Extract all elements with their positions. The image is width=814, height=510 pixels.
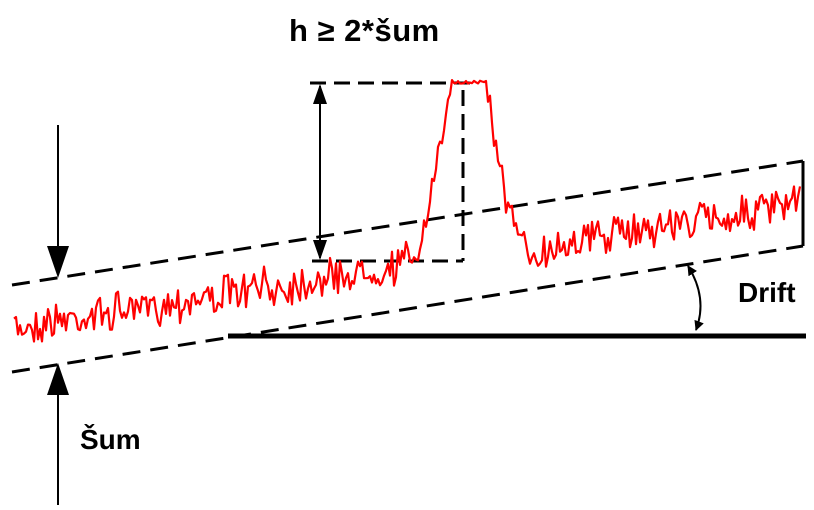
noise-band-lower: [11, 244, 804, 374]
noise-band-upper: [11, 159, 804, 287]
noise-arrow-head-bottom: [47, 363, 69, 395]
height-arrow-head-bottom: [313, 240, 327, 260]
noise-arrow-head-top: [47, 246, 69, 278]
noise-label: Šum: [80, 424, 141, 455]
drift-label: Drift: [738, 277, 796, 308]
height-arrow-head-top: [313, 84, 327, 104]
signal-trace: [13, 78, 802, 343]
threshold-label: h ≥ 2*šum: [289, 13, 440, 48]
drift-arc: [687, 265, 704, 331]
